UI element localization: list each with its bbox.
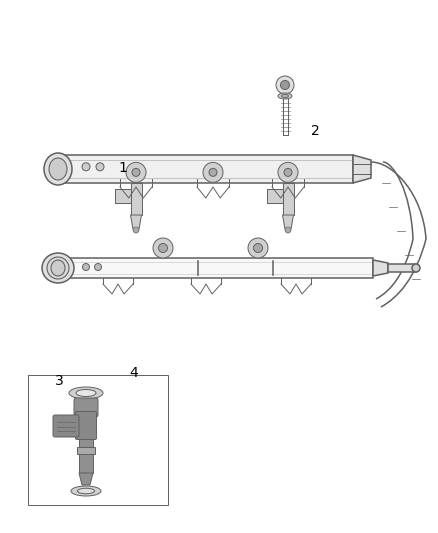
Circle shape bbox=[280, 80, 290, 90]
Circle shape bbox=[132, 168, 140, 176]
Ellipse shape bbox=[412, 264, 420, 272]
Circle shape bbox=[96, 163, 104, 171]
Circle shape bbox=[159, 244, 167, 253]
Bar bbox=[131, 183, 141, 215]
Circle shape bbox=[126, 163, 146, 182]
Ellipse shape bbox=[71, 486, 101, 496]
Bar bbox=[283, 183, 293, 215]
Circle shape bbox=[248, 238, 268, 258]
Circle shape bbox=[203, 163, 223, 182]
Bar bbox=[58, 155, 353, 183]
Text: 3: 3 bbox=[55, 374, 64, 388]
Polygon shape bbox=[114, 189, 131, 203]
Bar bbox=[388, 264, 416, 272]
Circle shape bbox=[82, 163, 90, 171]
Ellipse shape bbox=[51, 260, 65, 276]
Bar bbox=[79, 435, 93, 473]
Circle shape bbox=[284, 168, 292, 176]
Circle shape bbox=[209, 168, 217, 176]
Circle shape bbox=[278, 163, 298, 182]
Ellipse shape bbox=[278, 93, 292, 99]
Ellipse shape bbox=[47, 257, 69, 279]
FancyBboxPatch shape bbox=[53, 415, 79, 437]
Ellipse shape bbox=[49, 158, 67, 180]
Ellipse shape bbox=[76, 390, 96, 397]
FancyBboxPatch shape bbox=[74, 398, 98, 417]
Ellipse shape bbox=[69, 387, 103, 399]
Circle shape bbox=[285, 227, 291, 233]
Circle shape bbox=[254, 244, 262, 253]
Polygon shape bbox=[353, 155, 371, 183]
Polygon shape bbox=[79, 473, 93, 485]
Circle shape bbox=[153, 238, 173, 258]
Ellipse shape bbox=[282, 94, 289, 98]
FancyBboxPatch shape bbox=[75, 411, 96, 440]
Polygon shape bbox=[373, 260, 388, 276]
Text: 1: 1 bbox=[118, 161, 127, 175]
Polygon shape bbox=[283, 215, 293, 229]
Bar bbox=[58, 258, 373, 278]
Circle shape bbox=[276, 76, 294, 94]
Ellipse shape bbox=[78, 488, 95, 494]
Ellipse shape bbox=[42, 253, 74, 283]
Bar bbox=[28, 375, 168, 505]
Circle shape bbox=[133, 227, 139, 233]
Polygon shape bbox=[131, 215, 141, 229]
Ellipse shape bbox=[44, 153, 72, 185]
Bar bbox=[77, 447, 95, 454]
Text: 2: 2 bbox=[311, 124, 320, 138]
Circle shape bbox=[95, 263, 102, 271]
Text: 4: 4 bbox=[129, 366, 138, 380]
Circle shape bbox=[82, 263, 89, 271]
Polygon shape bbox=[266, 189, 283, 203]
